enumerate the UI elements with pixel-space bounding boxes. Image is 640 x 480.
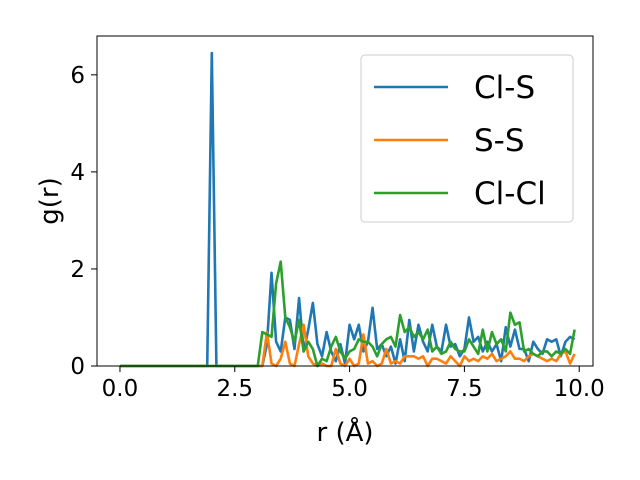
y-tick-label: 0	[70, 354, 85, 380]
y-axis: 0 2 4 6	[70, 63, 97, 380]
legend: Cl-S S-S Cl-Cl	[360, 54, 574, 223]
legend-label-cl-cl: Cl-Cl	[474, 176, 546, 212]
series-line-cl-cl	[119, 260, 576, 368]
legend-frame	[360, 54, 574, 223]
series-line-cl-s	[119, 51, 576, 368]
x-axis-label: r (Å)	[316, 416, 373, 448]
legend-label-cl-s: Cl-S	[474, 70, 535, 106]
legend-label-s-s: S-S	[474, 123, 525, 159]
x-tick-label: 10.0	[554, 376, 605, 402]
plot-lines	[119, 51, 576, 368]
series-line-s-s	[119, 323, 576, 368]
x-axis: 0.0 2.5 5.0 7.5 10.0	[102, 366, 605, 402]
y-tick-label: 2	[70, 257, 85, 283]
y-tick-label: 4	[70, 160, 85, 186]
y-axis-label: g(r)	[35, 177, 65, 224]
y-tick-label: 6	[70, 63, 85, 89]
axes-frame	[96, 35, 594, 367]
x-tick-label: 7.5	[446, 376, 483, 402]
x-tick-label: 5.0	[331, 376, 368, 402]
x-tick-label: 2.5	[216, 376, 253, 402]
x-tick-label: 0.0	[102, 376, 139, 402]
